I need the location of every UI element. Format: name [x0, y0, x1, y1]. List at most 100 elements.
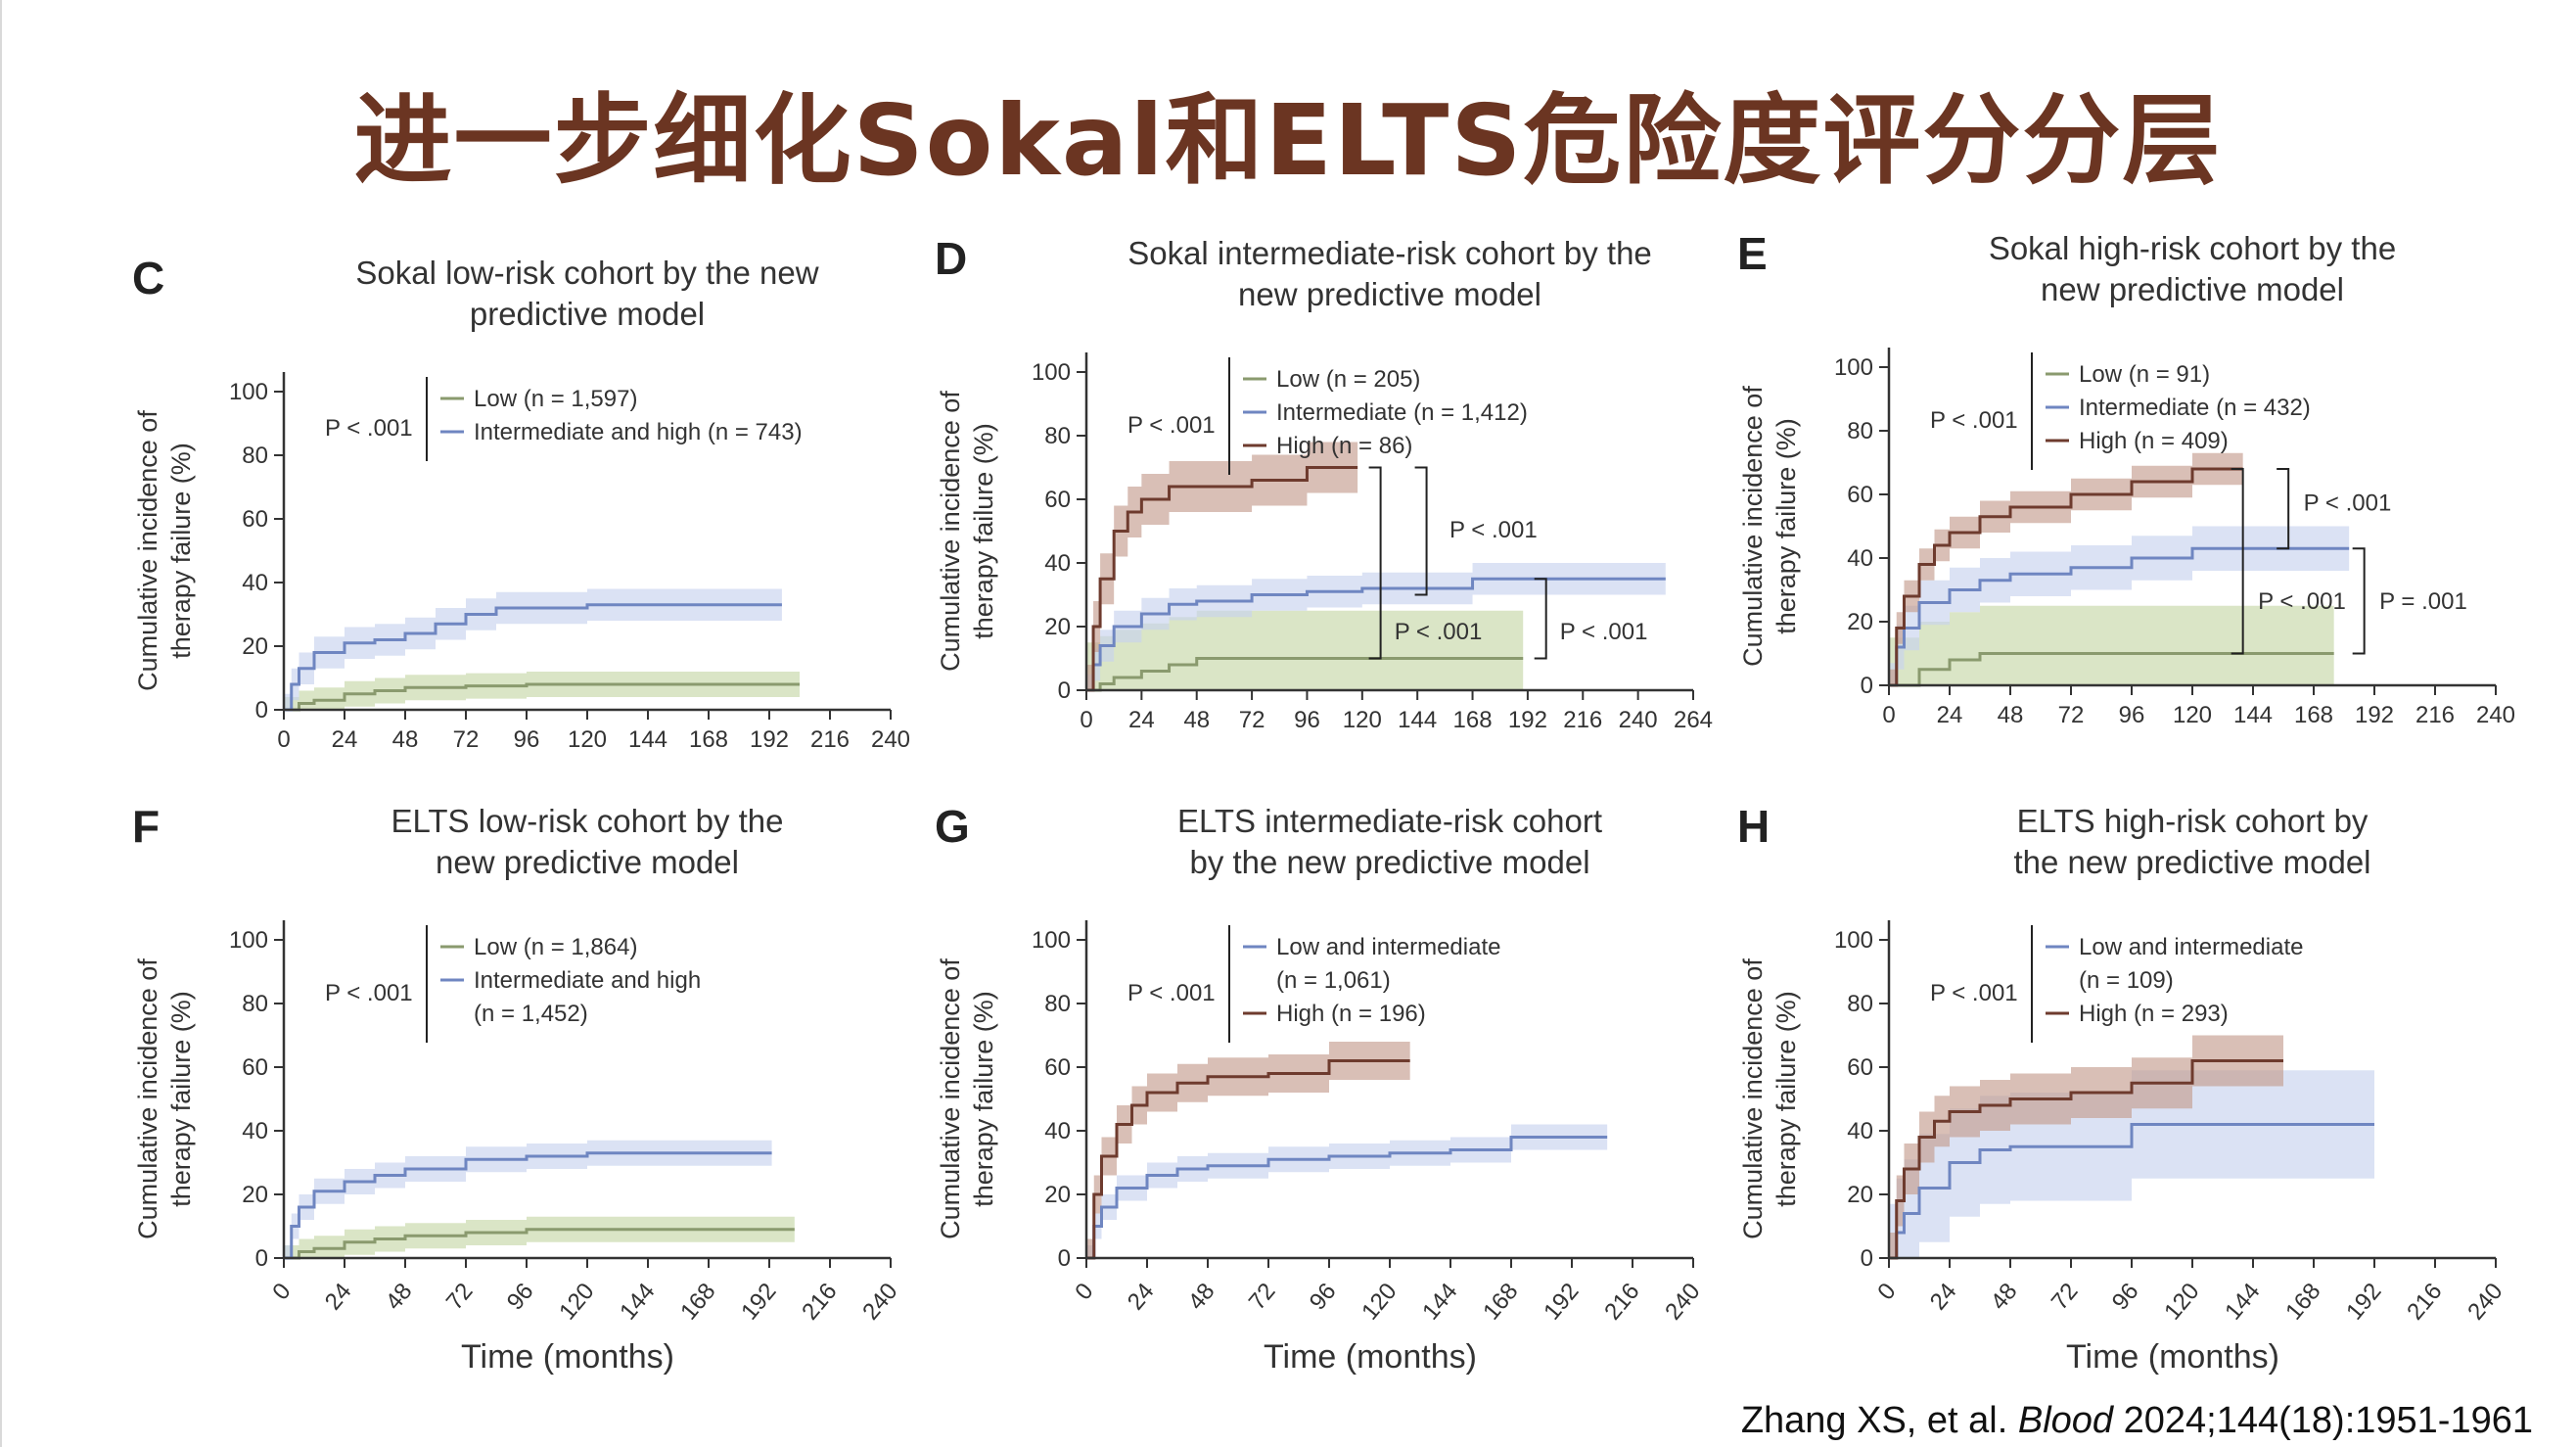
x-tick-label: 96 [1305, 1279, 1342, 1316]
x-tick-label: 48 [1998, 702, 2024, 728]
y-tick-label: 40 [1044, 1118, 1071, 1144]
y-tick-label: 80 [242, 443, 268, 469]
x-tick-label: 24 [320, 1279, 357, 1316]
bracket-p-value: P < .001 [2258, 588, 2346, 615]
x-tick-label: 240 [871, 726, 910, 753]
series-line [284, 603, 782, 712]
legend-label: Intermediate (n = 432) [2079, 395, 2311, 421]
x-axis-label: Time (months) [1264, 1338, 1477, 1376]
x-tick-label: 144 [615, 1279, 660, 1326]
y-axis-label: Cumulative incidence of [936, 958, 965, 1239]
confidence-band [1086, 610, 1524, 690]
x-tick-label: 120 [568, 726, 607, 753]
y-tick-label: 40 [242, 1118, 268, 1144]
y-tick-label: 80 [1044, 991, 1071, 1017]
left-border [0, 0, 2, 1447]
y-tick-label: 20 [242, 1182, 268, 1208]
series-line [1889, 1059, 2283, 1260]
y-tick-label: 0 [1861, 1245, 1873, 1272]
y-tick-label: 0 [1058, 677, 1071, 704]
chart-title: predictive model [470, 296, 705, 332]
x-tick-label: 48 [1183, 707, 1210, 733]
x-tick-label: 0 [1080, 707, 1092, 733]
x-tick-label: 216 [2415, 702, 2455, 728]
p-value-label: P < .001 [1930, 407, 2018, 434]
series-line [1086, 1059, 1410, 1260]
y-tick-label: 20 [242, 633, 268, 660]
x-tick-label: 144 [1417, 1279, 1462, 1326]
chart-title: by the new predictive model [1189, 844, 1589, 880]
chart-title: Sokal low-risk cohort by the new [355, 255, 818, 291]
p-value-label: P < .001 [325, 415, 413, 442]
legend-label: Intermediate (n = 1,412) [1276, 399, 1528, 426]
x-tick-label: 144 [2220, 1279, 2265, 1326]
legend-label: Low (n = 1,864) [474, 934, 637, 960]
citation-ref: 2024;144(18):1951-1961 [2123, 1400, 2533, 1441]
bracket-p-value: P < .001 [1395, 619, 1483, 645]
x-tick-label: 120 [2173, 702, 2212, 728]
confidence-band [1086, 563, 1666, 690]
x-tick-label: 240 [1660, 1279, 1705, 1326]
y-tick-label: 40 [242, 570, 268, 596]
x-tick-label: 96 [2107, 1279, 2144, 1316]
x-tick-label: 216 [810, 726, 850, 753]
chart-title: Sokal high-risk cohort by the [1989, 230, 2396, 266]
y-axis-label: therapy failure (%) [166, 443, 196, 659]
legend-label: (n = 1,061) [1276, 967, 1391, 994]
x-tick-label: 0 [267, 1279, 296, 1306]
x-tick-label: 24 [1123, 1279, 1160, 1316]
chart-title: ELTS low-risk cohort by the [391, 803, 783, 839]
confidence-band [1889, 452, 2243, 685]
series-line [1086, 577, 1666, 692]
y-axis-label: therapy failure (%) [166, 991, 196, 1207]
x-tick-label: 144 [1398, 707, 1437, 733]
y-tick-label: 60 [1044, 487, 1071, 513]
x-tick-label: 240 [2476, 702, 2515, 728]
x-tick-label: 216 [2402, 1279, 2447, 1326]
legend-label: High (n = 409) [2079, 428, 2229, 454]
legend-label: Low (n = 1,597) [474, 386, 637, 412]
x-axis-label: Time (months) [461, 1338, 674, 1376]
y-axis-label: therapy failure (%) [1771, 991, 1801, 1207]
panel-letter: E [1737, 228, 1768, 279]
x-tick-label: 168 [1453, 707, 1493, 733]
y-tick-label: 60 [1044, 1054, 1071, 1081]
x-tick-label: 72 [2058, 702, 2085, 728]
x-tick-label: 264 [1674, 707, 1713, 733]
y-tick-label: 60 [242, 506, 268, 533]
y-tick-label: 80 [1847, 418, 1873, 444]
y-tick-label: 100 [1834, 354, 1873, 381]
x-tick-label: 120 [554, 1279, 599, 1326]
y-tick-label: 0 [1058, 1245, 1071, 1272]
x-tick-label: 72 [1239, 707, 1265, 733]
legend-label: Low (n = 91) [2079, 361, 2210, 388]
x-tick-label: 144 [2233, 702, 2273, 728]
significance-bracket [2352, 547, 2366, 655]
y-tick-label: 20 [1847, 1182, 1873, 1208]
x-tick-label: 48 [1986, 1279, 2023, 1316]
confidence-band [1086, 442, 1358, 690]
x-tick-label: 72 [1244, 1279, 1281, 1316]
x-tick-label: 168 [2294, 702, 2333, 728]
series-line [1889, 1123, 2374, 1260]
legend-label: High (n = 86) [1276, 433, 1412, 459]
y-tick-label: 20 [1044, 1182, 1071, 1208]
x-tick-label: 168 [1478, 1279, 1523, 1326]
x-tick-label: 192 [2355, 702, 2394, 728]
x-tick-label: 120 [1343, 707, 1382, 733]
legend-label: Intermediate and high [474, 967, 701, 994]
y-tick-label: 100 [1834, 927, 1873, 954]
x-tick-label: 240 [2462, 1279, 2507, 1326]
legend-label: (n = 1,452) [474, 1001, 588, 1027]
x-tick-label: 192 [2341, 1279, 2386, 1326]
chart-title: the new predictive model [2013, 844, 2370, 880]
y-axis-label: Cumulative incidence of [1738, 958, 1768, 1239]
panel-letter: H [1737, 801, 1770, 852]
x-tick-label: 240 [1619, 707, 1658, 733]
p-value-label: P < .001 [1930, 980, 2018, 1006]
y-tick-label: 80 [1044, 423, 1071, 449]
y-tick-label: 60 [1847, 1054, 1873, 1081]
x-tick-label: 192 [736, 1279, 781, 1326]
y-axis-label: Cumulative incidence of [133, 410, 162, 691]
x-tick-label: 0 [1882, 702, 1895, 728]
